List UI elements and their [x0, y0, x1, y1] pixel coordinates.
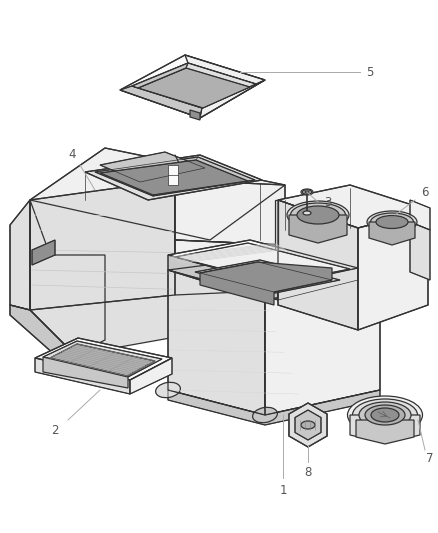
Text: 8: 8 [304, 465, 312, 479]
Polygon shape [369, 222, 415, 245]
Polygon shape [132, 63, 188, 88]
Polygon shape [120, 86, 202, 118]
Ellipse shape [303, 190, 311, 194]
Text: 1: 1 [279, 483, 287, 497]
Ellipse shape [301, 189, 313, 195]
Polygon shape [168, 165, 178, 185]
Polygon shape [175, 180, 285, 245]
Polygon shape [289, 403, 327, 447]
Ellipse shape [303, 211, 311, 215]
Text: 2: 2 [51, 424, 59, 437]
Ellipse shape [253, 407, 277, 423]
Polygon shape [132, 63, 256, 108]
Polygon shape [35, 358, 130, 394]
Polygon shape [175, 243, 350, 283]
Polygon shape [32, 240, 55, 265]
Polygon shape [295, 410, 321, 440]
Polygon shape [275, 200, 278, 250]
Polygon shape [185, 55, 265, 84]
Polygon shape [289, 215, 347, 243]
Polygon shape [138, 68, 250, 108]
Polygon shape [195, 260, 340, 293]
Polygon shape [95, 157, 255, 196]
Ellipse shape [56, 341, 94, 364]
Polygon shape [410, 222, 430, 280]
Ellipse shape [290, 203, 346, 227]
Polygon shape [200, 262, 332, 305]
Polygon shape [50, 344, 155, 376]
Ellipse shape [371, 213, 413, 231]
Polygon shape [30, 200, 105, 355]
Polygon shape [168, 255, 278, 300]
Text: 7: 7 [426, 451, 434, 464]
Polygon shape [175, 240, 285, 295]
Polygon shape [10, 305, 75, 355]
Polygon shape [265, 280, 380, 415]
Polygon shape [30, 180, 175, 310]
Polygon shape [100, 160, 248, 195]
Polygon shape [168, 390, 380, 425]
Polygon shape [100, 152, 205, 182]
Polygon shape [350, 415, 420, 443]
Polygon shape [168, 240, 358, 285]
Polygon shape [168, 270, 265, 415]
Polygon shape [168, 255, 380, 300]
Polygon shape [85, 155, 262, 200]
Text: 3: 3 [324, 196, 332, 208]
Polygon shape [278, 200, 358, 330]
Text: 4: 4 [68, 149, 76, 161]
Polygon shape [200, 262, 332, 292]
Polygon shape [278, 185, 428, 228]
Ellipse shape [155, 382, 180, 398]
Ellipse shape [287, 201, 349, 229]
Text: 6: 6 [421, 185, 429, 198]
Polygon shape [410, 200, 430, 230]
Polygon shape [43, 357, 128, 388]
Polygon shape [10, 200, 30, 310]
Polygon shape [358, 210, 428, 330]
Ellipse shape [297, 206, 339, 224]
Ellipse shape [305, 191, 309, 193]
Ellipse shape [367, 211, 417, 233]
Ellipse shape [347, 396, 423, 434]
Ellipse shape [301, 421, 315, 429]
Polygon shape [43, 341, 162, 377]
Ellipse shape [359, 402, 411, 428]
Polygon shape [30, 148, 285, 240]
Polygon shape [356, 420, 414, 444]
Ellipse shape [365, 405, 405, 425]
Ellipse shape [376, 215, 408, 229]
Ellipse shape [371, 408, 399, 422]
Polygon shape [120, 55, 265, 118]
Ellipse shape [353, 399, 417, 431]
Polygon shape [35, 338, 172, 380]
Polygon shape [130, 358, 172, 394]
Text: 5: 5 [366, 66, 374, 78]
Polygon shape [278, 268, 358, 300]
Polygon shape [30, 295, 215, 355]
Polygon shape [190, 110, 200, 120]
Polygon shape [200, 80, 265, 118]
